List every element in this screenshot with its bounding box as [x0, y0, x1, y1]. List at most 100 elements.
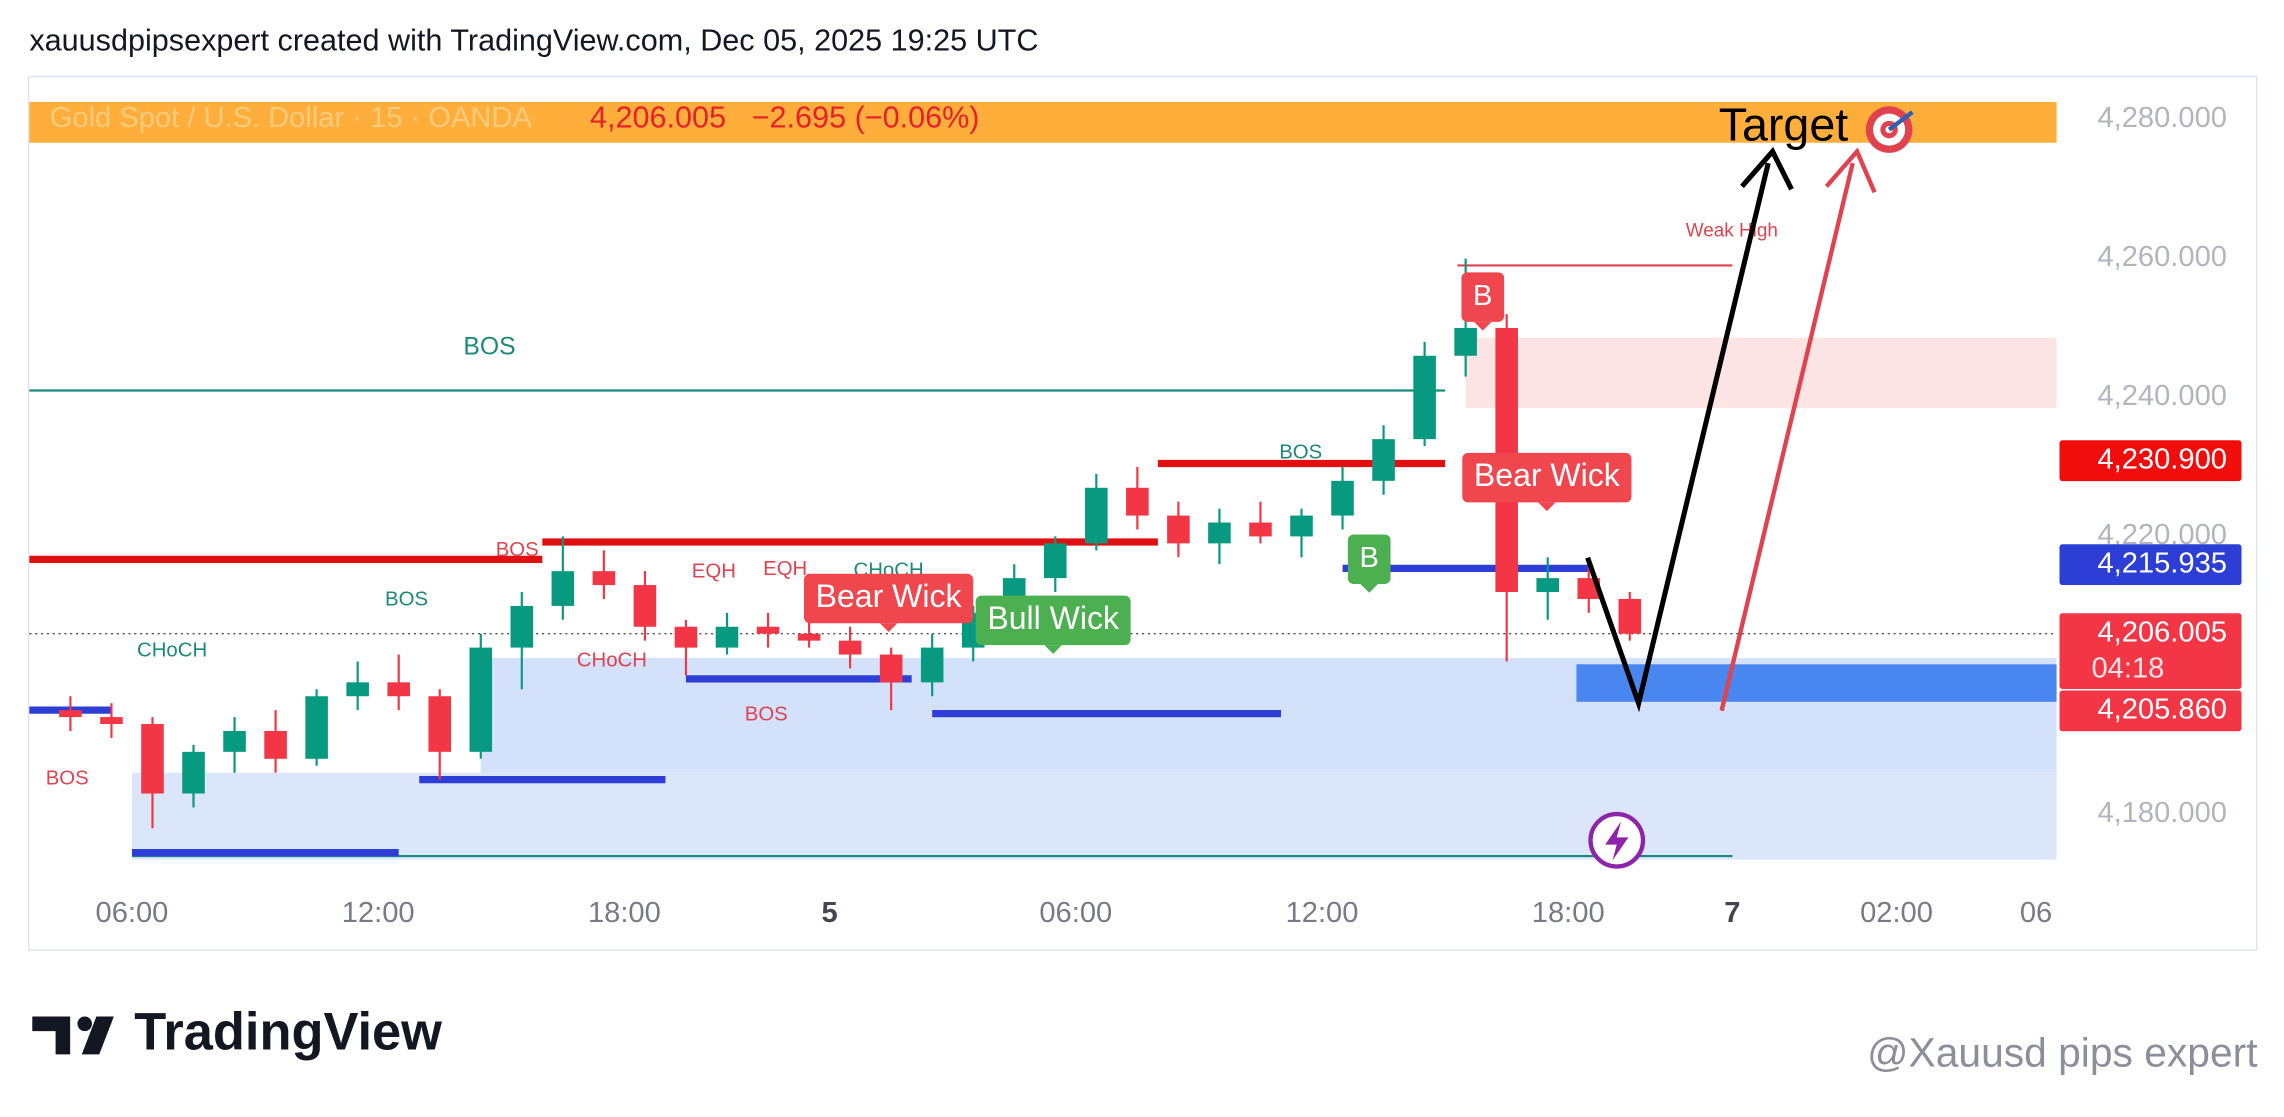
candle-body — [1085, 487, 1108, 544]
zone — [1465, 337, 2057, 408]
y-tick-label: 4,240.000 — [2097, 380, 2227, 412]
price-tag-label: 4,205.860 — [2097, 694, 2227, 726]
branding: TradingView — [134, 1003, 442, 1061]
annotation: BOS — [385, 588, 428, 610]
label-box — [804, 573, 974, 624]
x-tick-label: 7 — [1724, 897, 1740, 929]
label-box — [1461, 272, 1505, 322]
candle-body — [1249, 522, 1272, 537]
annotation: EQH — [692, 561, 736, 583]
candle-body — [920, 647, 944, 683]
price-tag — [2059, 440, 2242, 482]
label-box — [1462, 452, 1632, 503]
price-tag — [2059, 613, 2242, 690]
x-tick-label: 12:00 — [342, 897, 415, 929]
candle-body — [1126, 487, 1149, 516]
x-tick-label: 12:00 — [1286, 897, 1359, 929]
candle-body — [1372, 439, 1395, 481]
candle-body — [1290, 515, 1313, 537]
candle-body — [633, 585, 657, 627]
candle-body — [387, 682, 410, 697]
candle-body — [1413, 355, 1436, 440]
watermark: @Xauusd pips expert — [1867, 1030, 2258, 1076]
candle-body — [756, 626, 780, 634]
candle-body — [305, 696, 328, 759]
zone — [1576, 664, 2057, 702]
label-pointer — [1044, 645, 1062, 654]
label-text: B — [1473, 280, 1492, 312]
annotation: Weak High — [1686, 221, 1778, 242]
candle-body — [141, 724, 164, 794]
y-tick-label: 4,280.000 — [2097, 102, 2227, 134]
alert-icon — [1588, 811, 1646, 869]
candle-body — [100, 717, 123, 725]
annotation: BOS — [496, 539, 539, 561]
annotation: BOS — [1279, 441, 1322, 463]
label-box — [975, 595, 1131, 646]
x-tick-label: 18:00 — [1532, 897, 1605, 929]
candle-body — [838, 640, 862, 655]
arrow-path — [1719, 162, 1855, 712]
candle-body — [182, 751, 205, 794]
y-tick-label: 4,180.000 — [2097, 797, 2227, 829]
candle-body — [469, 647, 493, 752]
candle-body — [715, 626, 739, 648]
candle-body — [59, 710, 82, 718]
candle-body — [510, 605, 534, 648]
candle-body — [1618, 598, 1642, 634]
candle-body — [1167, 515, 1190, 544]
annotation: CHoCH — [137, 639, 207, 661]
arrowhead — [1824, 147, 1877, 194]
label-pointer — [1474, 321, 1492, 331]
candle-body — [346, 682, 369, 697]
y-tick-label: 4,260.000 — [2097, 241, 2227, 273]
zones — [131, 337, 2057, 860]
price-tag — [2059, 544, 2242, 586]
label-text: Bull Wick — [987, 600, 1120, 636]
price-tags: 4,230.900 4,215.935 4,206.005 04:18 4,205.86… — [2059, 440, 2242, 732]
label-pointer — [1538, 502, 1556, 512]
candle-body — [264, 730, 287, 759]
candles — [59, 258, 1642, 829]
annotation: BOS — [463, 334, 515, 361]
candle-body — [797, 633, 821, 641]
label-text: Bear Wick — [816, 578, 963, 614]
price-tag-label: 4,215.935 — [2097, 547, 2227, 579]
arrow-path — [1585, 162, 1771, 713]
label-box — [1347, 534, 1391, 584]
candle-body — [592, 571, 616, 586]
price-tag-label: 4,206.005 — [2097, 616, 2227, 648]
annotation: BOS — [46, 768, 89, 790]
candle-body — [879, 654, 903, 683]
candle-body — [223, 730, 246, 752]
symbol: Gold Spot / U.S. Dollar · 15 · OANDA — [50, 102, 533, 134]
x-tick-label: 02:00 — [1860, 897, 1933, 929]
header-bar — [29, 101, 2057, 143]
annotation: EQH — [763, 558, 807, 580]
change: −2.695 (−0.06%) — [752, 100, 980, 134]
target-label: Target — [1719, 98, 1849, 150]
chart-frame — [27, 75, 2258, 951]
x-tick-label: 06:00 — [96, 897, 169, 929]
zone — [131, 772, 2057, 860]
annotation: CHoCH — [577, 650, 647, 672]
chart-title: xauusdpipsexpert created with TradingVie… — [29, 23, 1038, 57]
x-tick-label: 06 — [2020, 897, 2052, 929]
arrowhead — [1740, 146, 1794, 191]
label-pointer — [879, 623, 898, 633]
price-tag-label: 4,230.900 — [2097, 443, 2227, 475]
candle-body — [551, 571, 575, 606]
candle-body — [1043, 543, 1067, 579]
candle-body — [428, 696, 452, 752]
candle-body — [1331, 480, 1354, 516]
quote: 4,206.005 — [590, 100, 726, 134]
countdown: 04:18 — [2091, 653, 2164, 685]
candle-body — [674, 626, 698, 648]
label-text: Bear Wick — [1474, 457, 1621, 493]
target-icon — [1865, 106, 1914, 153]
candle-body — [1208, 522, 1231, 544]
price-tag — [2059, 690, 2242, 732]
